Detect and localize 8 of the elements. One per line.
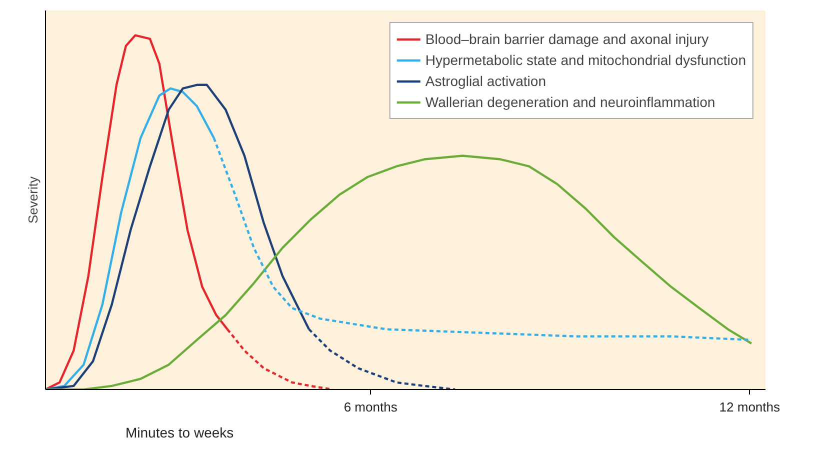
y-axis-title: Severity	[26, 176, 40, 224]
legend-label: Astroglial activation	[425, 73, 546, 89]
text: Minutes to weeks	[126, 424, 234, 440]
legend-label: Wallerian degeneration and neuroinflammation	[425, 94, 716, 110]
legend-label: Hypermetabolic state and mitochondrial dysfunction	[425, 52, 746, 68]
legend-label: Blood–brain barrier damage and axonal injury	[425, 31, 709, 47]
x-tick-label: 12 months	[719, 400, 781, 414]
x-tick-label: 6 months	[344, 400, 398, 414]
